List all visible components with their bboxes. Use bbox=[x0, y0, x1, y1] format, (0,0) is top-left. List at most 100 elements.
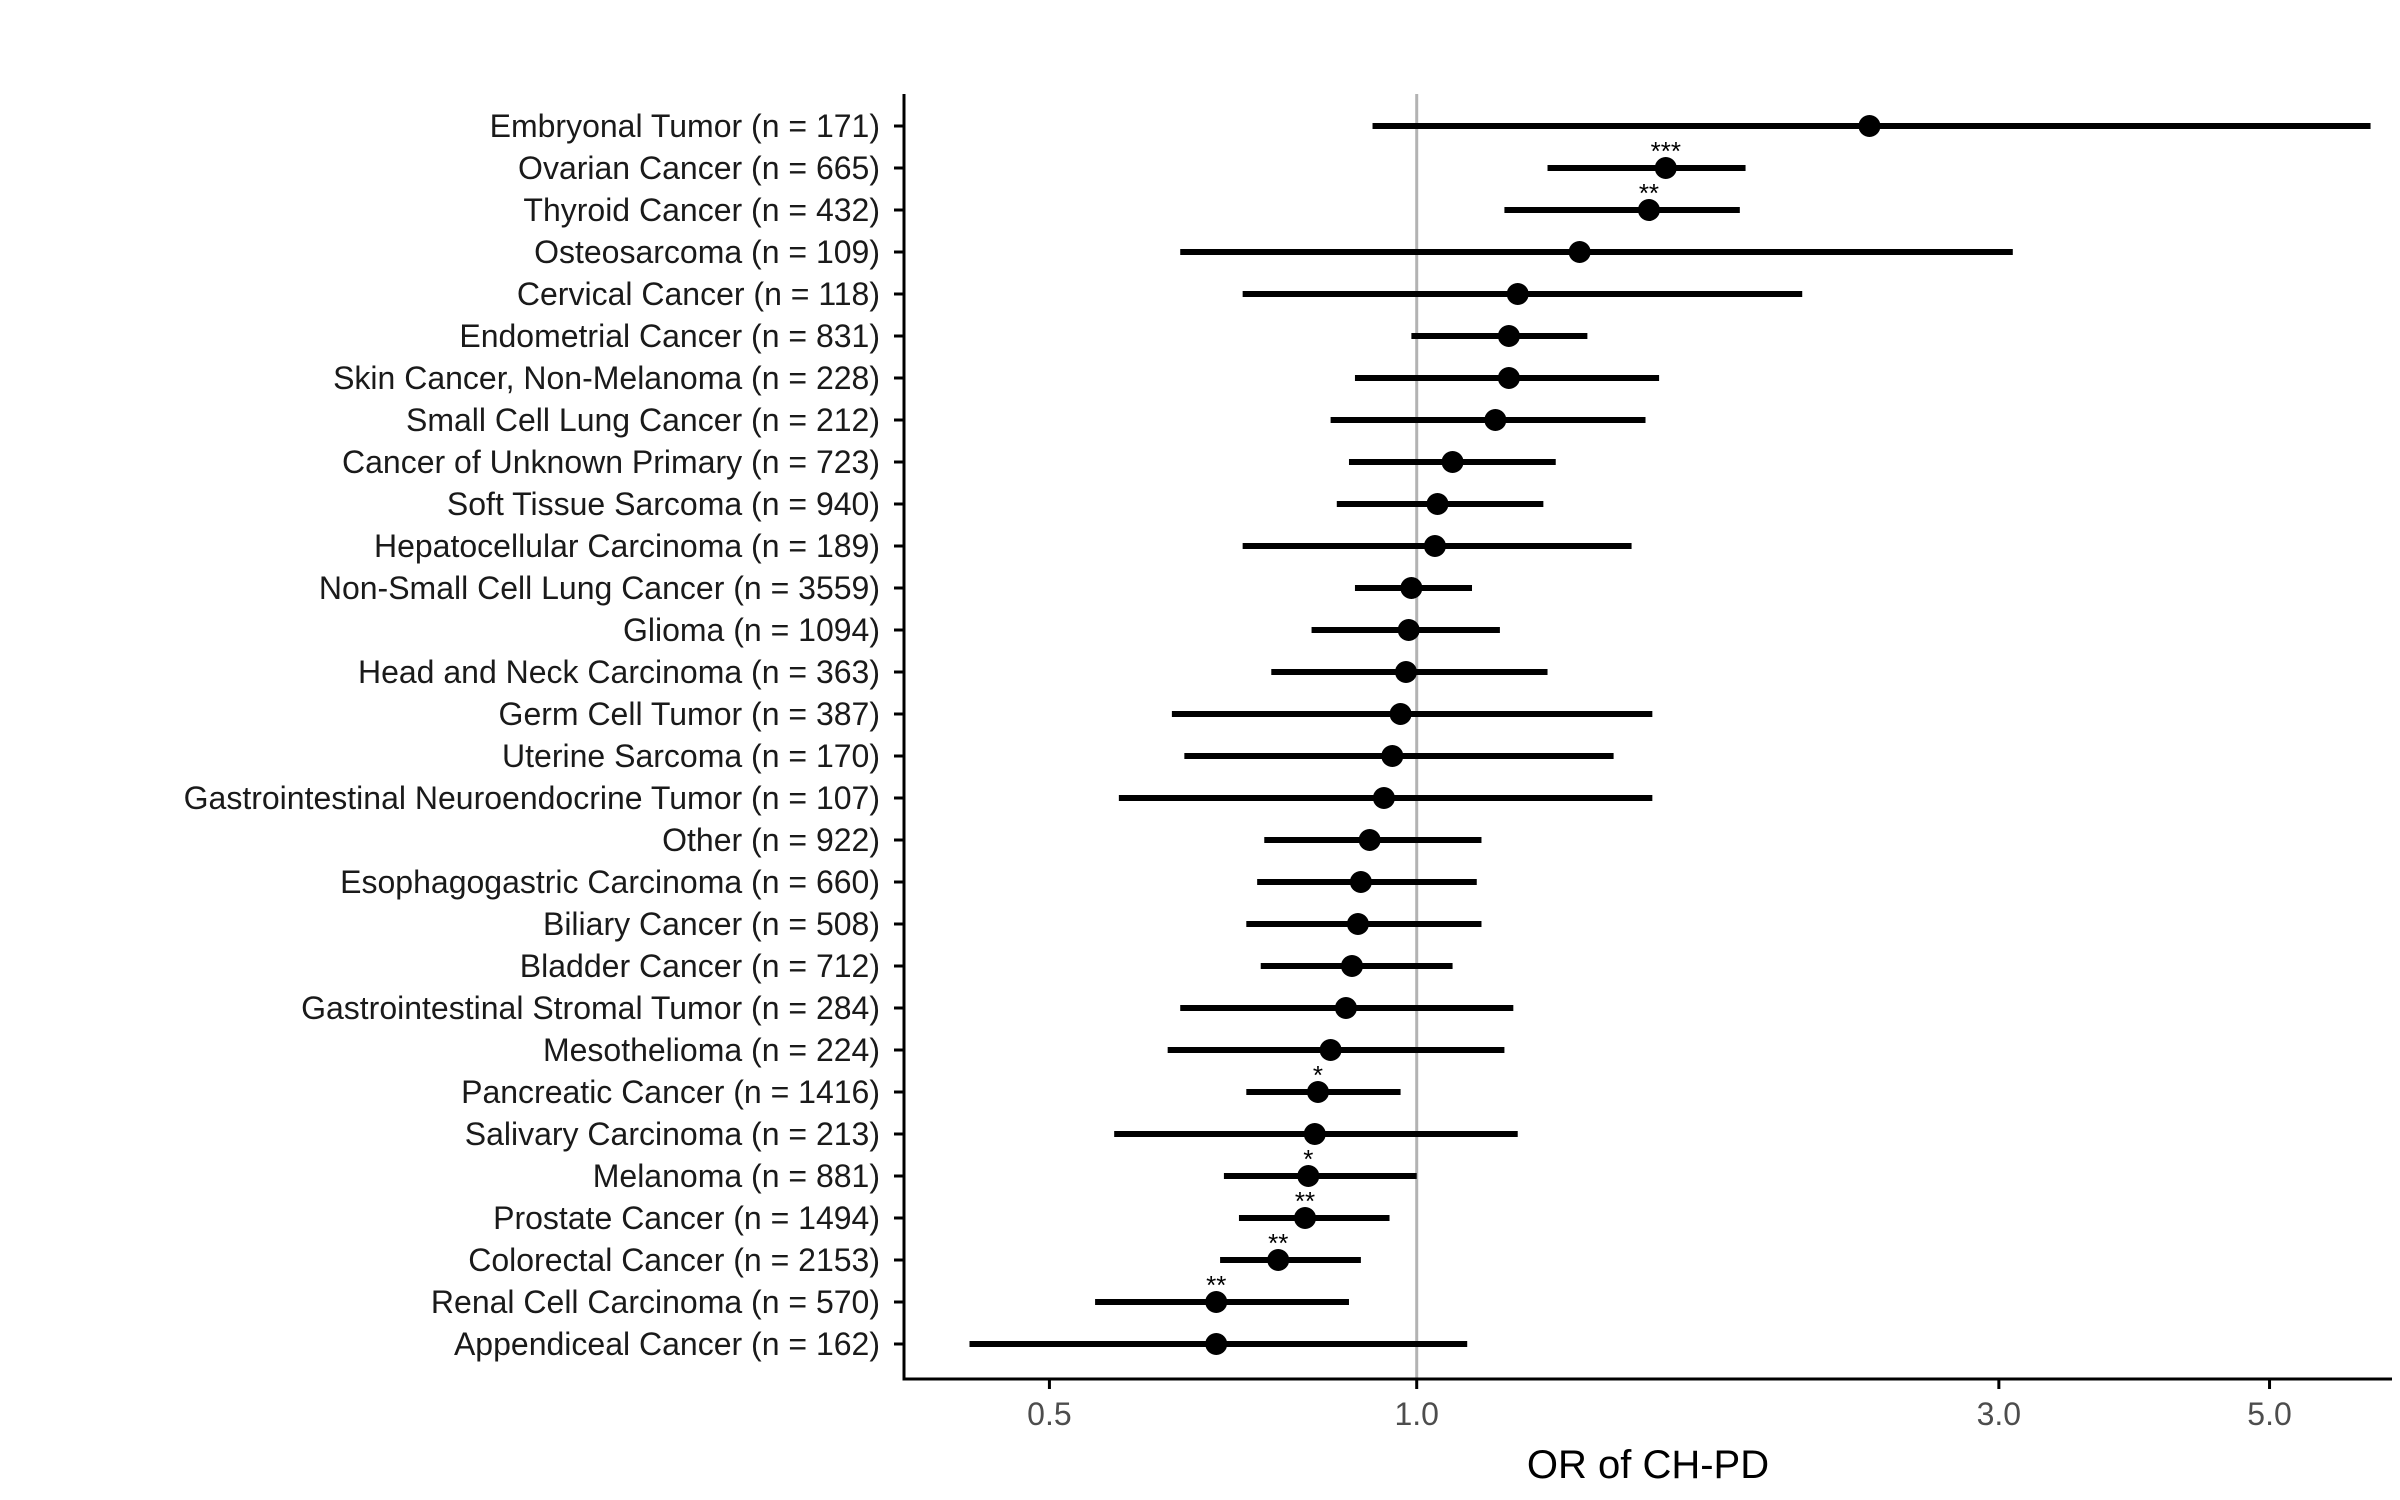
category-label: Mesothelioma (n = 224) bbox=[543, 1032, 880, 1068]
forest-row: Salivary Carcinoma (n = 213) bbox=[465, 1116, 1518, 1152]
or-point bbox=[1267, 1249, 1290, 1271]
or-point bbox=[1484, 409, 1507, 431]
or-point bbox=[1426, 493, 1449, 515]
x-tick-label: 3.0 bbox=[1977, 1396, 2021, 1432]
or-point bbox=[1205, 1333, 1228, 1355]
category-label: Biliary Cancer (n = 508) bbox=[543, 906, 880, 942]
x-axis-title: OR of CH-PD bbox=[1527, 1443, 1769, 1487]
category-label: Glioma (n = 1094) bbox=[623, 612, 880, 648]
or-point bbox=[1349, 871, 1372, 893]
forest-row: Gastrointestinal Stromal Tumor (n = 284) bbox=[301, 990, 1514, 1026]
forest-row: Cervical Cancer (n = 118) bbox=[517, 276, 1803, 312]
or-point bbox=[1397, 619, 1420, 641]
category-label: Germ Cell Tumor (n = 387) bbox=[499, 696, 880, 732]
category-label: Uterine Sarcoma (n = 170) bbox=[502, 738, 880, 774]
forest-row: Germ Cell Tumor (n = 387) bbox=[499, 696, 1653, 732]
forest-row: Osteosarcoma (n = 109) bbox=[534, 234, 2013, 270]
or-point bbox=[1858, 115, 1881, 137]
significance-marker: ** bbox=[1268, 1228, 1288, 1258]
category-label: Endometrial Cancer (n = 831) bbox=[459, 318, 880, 354]
category-label: Renal Cell Carcinoma (n = 570) bbox=[431, 1284, 880, 1320]
or-point bbox=[1395, 661, 1418, 683]
forest-row: Glioma (n = 1094) bbox=[623, 612, 1500, 648]
forest-row: Endometrial Cancer (n = 831) bbox=[459, 318, 1588, 354]
significance-marker: ** bbox=[1206, 1270, 1226, 1300]
category-label: Soft Tissue Sarcoma (n = 940) bbox=[447, 486, 880, 522]
forest-row: Renal Cell Carcinoma (n = 570) ** bbox=[431, 1270, 1349, 1320]
significance-marker: ** bbox=[1639, 178, 1659, 208]
forest-row: Prostate Cancer (n = 1494) ** bbox=[493, 1186, 1390, 1236]
forest-row: Other (n = 922) bbox=[662, 822, 1482, 858]
axes bbox=[902, 94, 2392, 1381]
significance-marker: * bbox=[1313, 1060, 1323, 1090]
category-label: Other (n = 922) bbox=[662, 822, 880, 858]
category-label: Small Cell Lung Cancer (n = 212) bbox=[406, 402, 880, 438]
or-point bbox=[1497, 367, 1520, 389]
forest-row: Cancer of Unknown Primary (n = 723) bbox=[342, 444, 1556, 480]
or-point bbox=[1381, 745, 1404, 767]
forest-row: Hepatocellular Carcinoma (n = 189) bbox=[374, 528, 1632, 564]
significance-marker: *** bbox=[1651, 136, 1681, 166]
forest-row: Thyroid Cancer (n = 432) ** bbox=[523, 178, 1740, 228]
x-tick-label: 0.5 bbox=[1027, 1396, 1071, 1432]
category-label: Thyroid Cancer (n = 432) bbox=[523, 192, 880, 228]
forest-row: Skin Cancer, Non-Melanoma (n = 228) bbox=[333, 360, 1660, 396]
category-label: Head and Neck Carcinoma (n = 363) bbox=[358, 654, 880, 690]
category-label: Embryonal Tumor (n = 171) bbox=[490, 108, 880, 144]
category-label: Cervical Cancer (n = 118) bbox=[517, 276, 880, 312]
or-point bbox=[1568, 241, 1591, 263]
forest-row: Colorectal Cancer (n = 2153) ** bbox=[468, 1228, 1361, 1278]
forest-row: Non-Small Cell Lung Cancer (n = 3559) bbox=[319, 570, 1473, 606]
or-point bbox=[1205, 1291, 1228, 1313]
category-label: Osteosarcoma (n = 109) bbox=[534, 234, 880, 270]
forest-row: Ovarian Cancer (n = 665) *** bbox=[518, 136, 1746, 186]
forest-row: Bladder Cancer (n = 712) bbox=[520, 948, 1453, 984]
forest-row: Appendiceal Cancer (n = 162) bbox=[454, 1326, 1468, 1362]
forest-row: Head and Neck Carcinoma (n = 363) bbox=[358, 654, 1548, 690]
significance-marker: * bbox=[1303, 1144, 1313, 1174]
category-label: Hepatocellular Carcinoma (n = 189) bbox=[374, 528, 880, 564]
forest-row: Esophagogastric Carcinoma (n = 660) bbox=[340, 864, 1477, 900]
category-label: Non-Small Cell Lung Cancer (n = 3559) bbox=[319, 570, 880, 606]
forest-row: Biliary Cancer (n = 508) bbox=[543, 906, 1482, 942]
forest-row: Melanoma (n = 881) * bbox=[593, 1144, 1417, 1194]
category-label: Esophagogastric Carcinoma (n = 660) bbox=[340, 864, 880, 900]
x-tick-label: 5.0 bbox=[2247, 1396, 2291, 1432]
category-label: Melanoma (n = 881) bbox=[593, 1158, 880, 1194]
forest-row: Small Cell Lung Cancer (n = 212) bbox=[406, 402, 1646, 438]
category-label: Pancreatic Cancer (n = 1416) bbox=[461, 1074, 880, 1110]
category-label: Gastrointestinal Neuroendocrine Tumor (n… bbox=[184, 780, 880, 816]
forest-row: Pancreatic Cancer (n = 1416) * bbox=[461, 1060, 1401, 1110]
or-point bbox=[1400, 577, 1423, 599]
x-tick-label: 1.0 bbox=[1394, 1396, 1438, 1432]
or-point bbox=[1637, 199, 1660, 221]
category-label: Ovarian Cancer (n = 665) bbox=[518, 150, 880, 186]
or-point bbox=[1497, 325, 1520, 347]
category-label: Cancer of Unknown Primary (n = 723) bbox=[342, 444, 880, 480]
category-label: Gastrointestinal Stromal Tumor (n = 284) bbox=[301, 990, 880, 1026]
forest-row: Mesothelioma (n = 224) bbox=[543, 1032, 1505, 1068]
category-label: Salivary Carcinoma (n = 213) bbox=[465, 1116, 880, 1152]
or-point bbox=[1346, 913, 1369, 935]
or-point bbox=[1654, 157, 1677, 179]
or-point bbox=[1306, 1081, 1329, 1103]
category-label: Prostate Cancer (n = 1494) bbox=[493, 1200, 880, 1236]
or-point bbox=[1372, 787, 1395, 809]
forest-rows: Embryonal Tumor (n = 171)Ovarian Cancer … bbox=[184, 108, 2371, 1362]
or-point bbox=[1319, 1039, 1342, 1061]
x-axis-ticks: 0.5 1.0 3.0 5.0 bbox=[1027, 1379, 2292, 1432]
category-label: Appendiceal Cancer (n = 162) bbox=[454, 1326, 880, 1362]
or-point bbox=[1340, 955, 1363, 977]
forest-row: Uterine Sarcoma (n = 170) bbox=[502, 738, 1614, 774]
category-label: Bladder Cancer (n = 712) bbox=[520, 948, 880, 984]
significance-marker: ** bbox=[1295, 1186, 1315, 1216]
or-point bbox=[1303, 1123, 1326, 1145]
category-label: Skin Cancer, Non-Melanoma (n = 228) bbox=[333, 360, 880, 396]
or-point bbox=[1423, 535, 1446, 557]
or-point bbox=[1389, 703, 1412, 725]
forest-row: Soft Tissue Sarcoma (n = 940) bbox=[447, 486, 1544, 522]
or-point bbox=[1297, 1165, 1320, 1187]
forest-row: Gastrointestinal Neuroendocrine Tumor (n… bbox=[184, 780, 1653, 816]
or-point bbox=[1441, 451, 1464, 473]
